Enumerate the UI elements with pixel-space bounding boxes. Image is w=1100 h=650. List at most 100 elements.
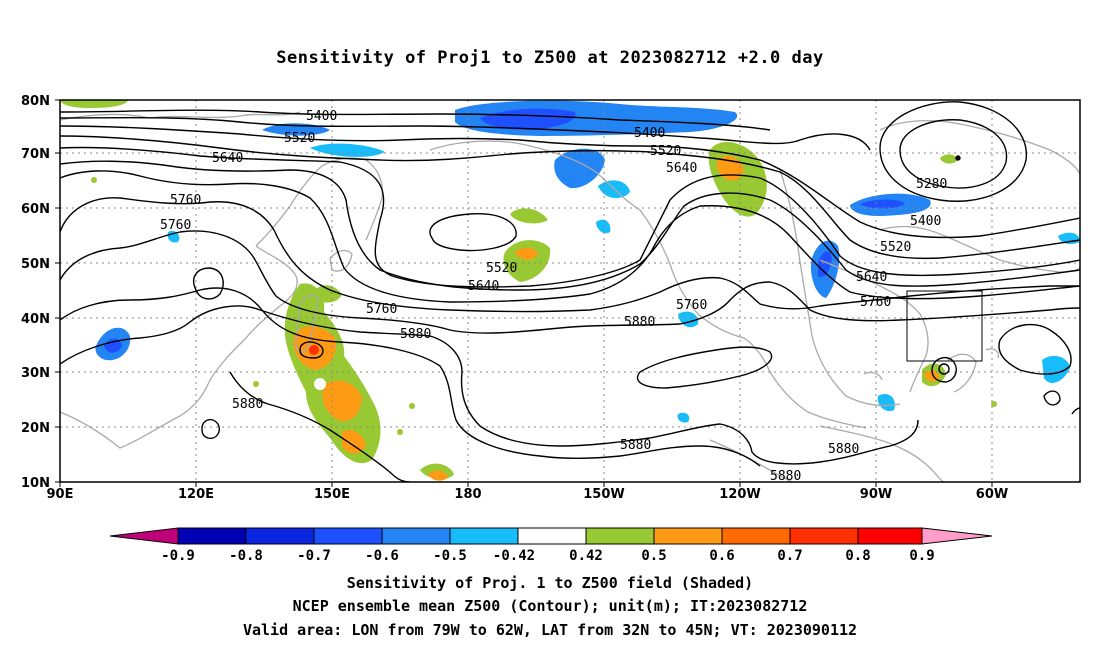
- pos-blob: [397, 429, 403, 435]
- lon-label: 90W: [860, 487, 892, 502]
- z500-contours: [60, 101, 1080, 482]
- contour-label: 5400: [306, 109, 337, 124]
- colorbar-swatch: [585, 527, 655, 545]
- lat-label: 70N: [21, 147, 50, 162]
- colorbar-swatch: [109, 527, 179, 545]
- neg-blob: [1042, 355, 1070, 383]
- colorbar-label: -0.8: [229, 548, 263, 564]
- colorbar-label: -0.6: [365, 548, 399, 564]
- colorbar: [109, 527, 993, 545]
- lat-label: 20N: [21, 421, 50, 436]
- pos-blob: [60, 100, 128, 108]
- axis-ticks: [55, 99, 993, 487]
- colorbar-swatch: [653, 527, 723, 545]
- contour-label: 5880: [624, 315, 655, 330]
- colorbar-label: 0.6: [709, 548, 734, 564]
- neg-blob: [596, 219, 611, 234]
- pos-blob: [940, 154, 958, 164]
- caption-contour: NCEP ensemble mean Z500 (Contour); unit(…: [292, 597, 808, 615]
- colorbar-swatch: [517, 527, 587, 545]
- lon-label: 150W: [583, 487, 624, 502]
- neg-blob: [677, 412, 690, 423]
- colorbar-swatch: [381, 527, 451, 545]
- colorbar-label: -0.9: [161, 548, 195, 564]
- colorbar-swatch: [789, 527, 859, 545]
- contour-label: 5280: [916, 177, 947, 192]
- colorbar-swatch: [449, 527, 519, 545]
- contour-label: 5520: [486, 261, 517, 276]
- lat-label: 50N: [21, 257, 50, 272]
- colorbar-label: -0.7: [297, 548, 331, 564]
- colorbar-label: 0.5: [641, 548, 666, 564]
- contour-label: 5760: [170, 193, 201, 208]
- lon-label: 90E: [47, 487, 74, 502]
- contour-label: 5400: [634, 126, 665, 141]
- neg-core: [480, 108, 576, 130]
- map-frame: [59, 99, 1081, 483]
- contour-label: 5760: [160, 218, 191, 233]
- contour-label: 5880: [232, 397, 263, 412]
- pos-blob: [409, 403, 415, 409]
- contour-label: 5400: [910, 214, 941, 229]
- contour-label: 5520: [284, 131, 315, 146]
- colorbar-swatch: [857, 527, 923, 545]
- contour-label: 5640: [468, 279, 499, 294]
- contour-label: 5760: [366, 302, 397, 317]
- neg-core: [104, 338, 122, 353]
- contour-labels: 5400 5520 5640 5760 5760 5400 5520 5640 …: [160, 109, 947, 484]
- contour-label: 5640: [856, 270, 887, 285]
- colorbar-swatch: [177, 527, 247, 545]
- pos-blob: [503, 240, 551, 282]
- contour-label: 5760: [860, 295, 891, 310]
- pos-core: [342, 429, 366, 454]
- pos-blob: [510, 208, 548, 224]
- pos-blob: [991, 401, 997, 407]
- neg-blob: [877, 393, 895, 412]
- colorbar-label: 0.9: [909, 548, 934, 564]
- contour-label: 5880: [770, 469, 801, 484]
- neg-blob: [678, 311, 699, 328]
- chart-title: Sensitivity of Proj1 to Z500 at 20230827…: [276, 48, 824, 68]
- neg-blob: [310, 143, 385, 157]
- contour-label: 5880: [400, 327, 431, 342]
- contour-label: 5760: [676, 298, 707, 313]
- colorbar-swatch: [921, 527, 993, 545]
- colorbar-label: -0.42: [493, 548, 535, 564]
- contour-label: 5520: [880, 240, 911, 255]
- pos-hole: [314, 378, 326, 390]
- colorbar-label: 0.42: [569, 548, 603, 564]
- caption-shading: Sensitivity of Proj. 1 to Z500 field (Sh…: [346, 574, 754, 592]
- pos-max: [309, 345, 319, 355]
- lon-label: 150E: [314, 487, 350, 502]
- pos-core: [515, 247, 538, 260]
- neg-core: [860, 199, 905, 209]
- contour-label: 5880: [828, 442, 859, 457]
- pos-core: [322, 380, 362, 422]
- colorbar-swatch: [721, 527, 791, 545]
- colorbar-label: 0.8: [845, 548, 870, 564]
- neg-core: [818, 251, 832, 278]
- colorbar-swatch: [245, 527, 315, 545]
- caption-valid-area: Valid area: LON from 79W to 62W, LAT fro…: [242, 621, 858, 639]
- lon-label: 120W: [719, 487, 760, 502]
- lat-label: 10N: [21, 476, 50, 491]
- colorbar-label: -0.5: [433, 548, 467, 564]
- pos-blob: [253, 381, 259, 387]
- pos-blob: [91, 177, 97, 183]
- contour-label: 5880: [620, 438, 651, 453]
- lon-label: 60W: [976, 487, 1008, 502]
- lat-label: 30N: [21, 366, 50, 381]
- contour-label: 5520: [650, 144, 681, 159]
- pos-core: [428, 470, 448, 481]
- colorbar-swatch: [313, 527, 383, 545]
- lon-label: 180: [454, 487, 481, 502]
- neg-blob: [554, 148, 605, 189]
- lat-label: 40N: [21, 312, 50, 327]
- colorbar-label: 0.7: [777, 548, 802, 564]
- contour-label: 5640: [666, 161, 697, 176]
- valid-area-box: [906, 290, 983, 362]
- contour-label: 5640: [212, 151, 243, 166]
- lat-label: 80N: [21, 94, 50, 109]
- lon-label: 120E: [178, 487, 214, 502]
